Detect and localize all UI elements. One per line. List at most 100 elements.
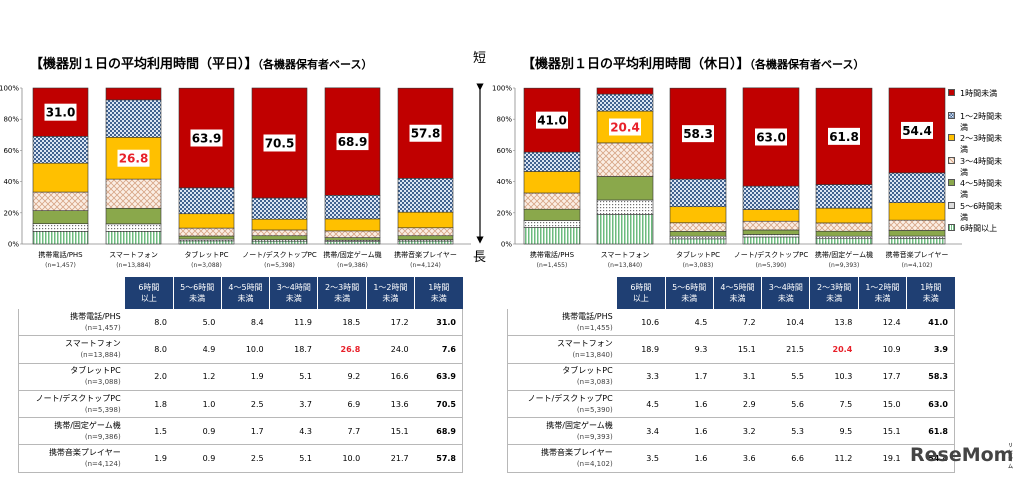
table-cell: 0.9 <box>173 444 222 473</box>
x-tick-label: 携帯音楽プレイヤー <box>886 250 949 259</box>
bar-segment-h4_5 <box>324 237 381 241</box>
table-cell: 8.0 <box>124 335 174 364</box>
table-cell: 2.5 <box>221 390 270 419</box>
table-row-label: 携帯/固定ゲーム機 (n=9,386) <box>17 417 125 446</box>
bar-segment-h2_3 <box>397 211 454 229</box>
y-tick-label: 80% <box>496 116 512 124</box>
table-cell: 11.9 <box>269 309 318 337</box>
data-label-box <box>536 111 568 129</box>
table-cell: 3.7 <box>269 390 318 419</box>
table-cell: 7.7 <box>317 417 367 446</box>
table-row: 携帯音楽プレイヤー (n=4,124) 1.9 0.9 2.5 5.1 10.0 21.7 57… <box>17 444 463 473</box>
bar-segment-h3_4 <box>32 191 89 211</box>
bar-segment-h3_4 <box>251 229 308 237</box>
table-cell: 1.0 <box>173 390 222 419</box>
chart-title-holiday: 【機器別１日の平均利用時間（休日）】（各機器保有者ベース） <box>522 57 865 72</box>
table-cell: 63.0 <box>906 390 955 419</box>
table-cell: 1.8 <box>124 390 174 419</box>
bar-segment-h3_4 <box>815 222 873 232</box>
table-cell: 1.6 <box>665 444 714 473</box>
legend-label: 2～3時間未満 <box>960 134 1003 154</box>
data-label: 61.8 <box>829 130 859 144</box>
legend-swatch <box>948 156 955 164</box>
data-label-box <box>263 134 296 152</box>
table-header-cell: 1～2時間 未満 <box>365 277 415 309</box>
table-cell: 7.5 <box>809 390 859 419</box>
resemom-logo: ReseMom リセマム <box>910 443 1014 470</box>
legend-swatch <box>948 111 955 119</box>
x-tick-label: ノート/デスクトップPC <box>734 250 809 259</box>
table-cell: 17.7 <box>858 363 907 391</box>
table-cell: 2.9 <box>713 390 762 419</box>
data-label-box <box>609 118 641 136</box>
data-label: 26.8 <box>119 152 149 166</box>
x-tick-sample-size: (n=4,124) <box>410 262 441 269</box>
bar-segment-h6plus <box>669 238 727 245</box>
table-cell: 8.4 <box>221 309 270 337</box>
bar-segment-h5_6 <box>815 235 873 239</box>
table-row: スマートフォン (n=13,884) 8.0 4.9 10.0 18.7 26.8 24.0 7… <box>17 335 463 364</box>
table-row: 携帯音楽プレイヤー (n=4,102) 3.5 1.6 3.6 6.6 11.2 19.1 54… <box>506 444 955 473</box>
table-cell: 16.6 <box>366 363 415 391</box>
table-cell: 10.3 <box>809 363 859 391</box>
table-cell: 10.6 <box>616 309 666 337</box>
bar-segment-h4_5 <box>397 235 454 240</box>
x-tick-sample-size: (n=1,455) <box>537 262 568 269</box>
table-cell: 2.0 <box>124 363 174 391</box>
bar-segment-h1_2 <box>105 99 162 138</box>
table-cell: 10.4 <box>761 309 810 337</box>
bar-segment-h5_6 <box>105 223 162 232</box>
bar-segment-h6plus <box>815 238 873 245</box>
table-row: 携帯/固定ゲーム機 (n=9,393) 3.4 1.6 3.2 5.3 9.5 15.1 61.… <box>506 417 955 446</box>
table-cell: 18.7 <box>269 335 318 364</box>
bar-segment-h2_3 <box>523 171 581 194</box>
table-header-cell: 6時間 以上 <box>124 277 174 309</box>
bar-segment-h4_5 <box>105 207 162 225</box>
data-label: 70.5 <box>265 136 295 150</box>
bar-segment-h6plus <box>251 240 308 245</box>
table-cell: 6.6 <box>761 444 810 473</box>
table-cell: 5.1 <box>269 363 318 391</box>
bar-segment-h6plus <box>32 231 89 245</box>
table-row-label: 携帯電話/PHS (n=1,457) <box>17 309 125 337</box>
bar-segment-h2_3 <box>742 209 800 222</box>
x-tick-label: 携帯電話/PHS <box>38 250 83 259</box>
y-tick-label: 100% <box>492 85 512 93</box>
table-cell: 20.4 <box>809 335 859 364</box>
table-row-label: 携帯音楽プレイヤー (n=4,124) <box>17 444 125 473</box>
table-cell: 1.9 <box>124 444 174 473</box>
legend-swatch <box>948 179 955 186</box>
legend-label: 5～6時間未満 <box>960 201 1003 222</box>
legend-label: 3～4時間未満 <box>960 156 1003 177</box>
table-cell: 13.8 <box>809 309 859 337</box>
table-header-cell: 2～3時間 未満 <box>317 277 367 309</box>
legend-swatch <box>948 134 955 141</box>
table-header-cell: 1時間 未満 <box>906 277 955 309</box>
table-cell: 15.1 <box>858 417 907 446</box>
x-tick-sample-size: (n=5,398) <box>264 262 295 269</box>
table-cell: 1.5 <box>124 417 174 446</box>
table-cell: 18.9 <box>616 335 666 364</box>
y-tick-label: 80% <box>3 116 19 124</box>
table-row-label: 携帯音楽プレイヤー (n=4,102) <box>506 444 617 473</box>
table-cell: 5.6 <box>761 390 810 419</box>
table-header-cell: 1～2時間 未満 <box>857 277 907 309</box>
data-label: 63.0 <box>756 130 786 144</box>
table-header-cell: 4～5時間 未満 <box>712 277 762 309</box>
table-cell: 57.8 <box>414 444 463 473</box>
bar-segment-h3_4 <box>669 222 727 232</box>
legend-swatch <box>948 89 955 96</box>
bar-segment-h1_2 <box>324 195 381 220</box>
data-label-box <box>409 124 442 142</box>
table-cell: 21.5 <box>761 335 810 364</box>
table-header-cell: 6時間 以上 <box>616 277 666 309</box>
x-tick-label: タブレットPC <box>184 250 228 259</box>
data-label-box <box>682 125 714 143</box>
table-cell: 5.5 <box>761 363 810 391</box>
table-cell: 1.7 <box>221 417 270 446</box>
legend-swatch <box>948 201 955 209</box>
x-tick-sample-size: (n=13,840) <box>608 262 643 269</box>
table-row: 携帯電話/PHS (n=1,455) 10.6 4.5 7.2 10.4 13.8 12.4 4… <box>506 309 955 337</box>
table-cell: 9.5 <box>809 417 859 446</box>
bar-segment-h1less <box>596 87 654 95</box>
